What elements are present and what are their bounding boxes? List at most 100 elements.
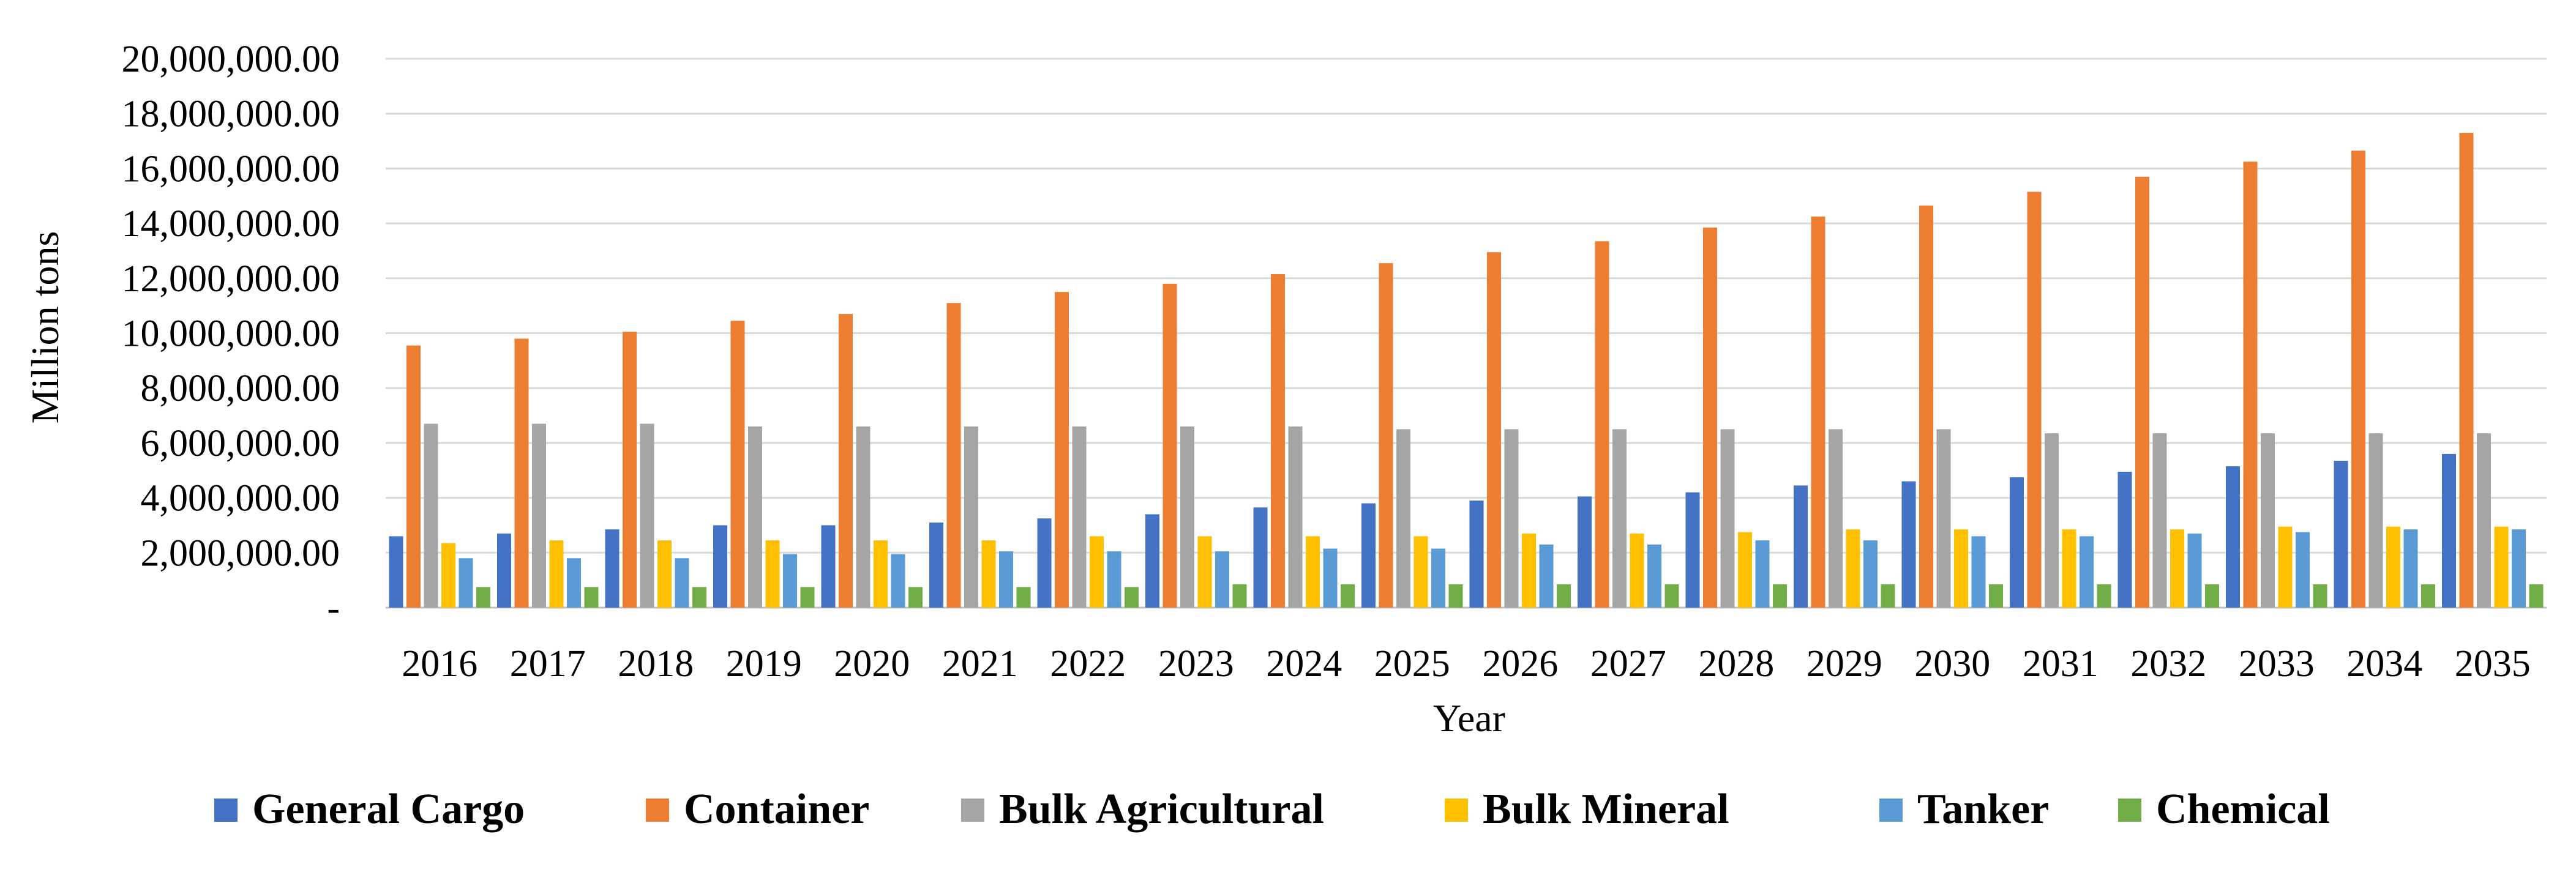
y-tick-label: 10,000,000.00 [122, 313, 340, 355]
bar-chemical [1881, 584, 1895, 608]
y-tick-label: 16,000,000.00 [122, 148, 340, 190]
bar-chemical [2421, 584, 2435, 608]
bar-chemical [1232, 584, 1247, 608]
bar-container [2351, 151, 2365, 608]
bar-general-cargo [1361, 503, 1376, 608]
x-tick-label: 2018 [618, 643, 694, 685]
bar-chemical [1125, 587, 1139, 608]
bar-bulk-mineral [1306, 536, 1320, 608]
bar-bulk-agricultural [640, 423, 654, 608]
legend-swatch [646, 799, 669, 822]
y-tick-label: 18,000,000.00 [122, 94, 340, 135]
bar-container [2243, 162, 2258, 608]
bar-general-cargo [1794, 485, 1808, 608]
bar-chemical [800, 587, 815, 608]
legend-swatch [1445, 799, 1468, 822]
x-tick-label: 2029 [1807, 643, 1882, 685]
bar-bulk-agricultural [1936, 429, 1951, 608]
bar-chemical [1341, 584, 1355, 608]
legend-label: General Cargo [252, 786, 525, 833]
bar-general-cargo [1037, 518, 1052, 608]
bars [389, 133, 2544, 608]
bar-bulk-agricultural [1829, 429, 1843, 608]
bar-general-cargo [1145, 514, 1159, 608]
bar-chemical [476, 587, 490, 608]
bar-container [730, 321, 745, 608]
x-tick-label: 2020 [834, 643, 910, 685]
bar-chemical [1773, 584, 1787, 608]
bar-tanker [1107, 551, 1121, 608]
x-tick-label: 2025 [1374, 643, 1450, 685]
x-tick-label: 2035 [2455, 643, 2531, 685]
bar-tanker [2296, 532, 2310, 608]
bar-bulk-mineral [657, 540, 672, 608]
bar-chemical [2313, 584, 2327, 608]
bar-container [2135, 176, 2149, 608]
bar-bulk-mineral [1630, 533, 1644, 608]
legend-swatch [2118, 799, 2141, 822]
bar-container [946, 303, 961, 608]
bar-general-cargo [2442, 453, 2456, 608]
bar-general-cargo [2010, 477, 2024, 608]
bar-tanker [2403, 529, 2418, 608]
legend-label: Bulk Agricultural [999, 786, 1324, 833]
x-tick-label: 2019 [726, 643, 802, 685]
bar-general-cargo [821, 525, 836, 608]
x-tick-label: 2032 [2130, 643, 2206, 685]
x-tick-label: 2026 [1482, 643, 1558, 685]
bar-tanker [2187, 533, 2202, 608]
bar-bulk-mineral [1413, 536, 1428, 608]
bar-bulk-mineral [2386, 526, 2400, 608]
bar-container [406, 345, 421, 608]
bar-bulk-mineral [874, 540, 888, 608]
y-tick-label: 20,000,000.00 [122, 39, 340, 80]
legend-label: Tanker [1917, 786, 2049, 833]
bar-bulk-mineral [1738, 532, 1752, 608]
y-tick-label: 14,000,000.00 [122, 203, 340, 245]
bar-bulk-agricultural [1504, 429, 1519, 608]
bar-tanker [1215, 551, 1229, 608]
bar-bulk-agricultural [748, 426, 762, 608]
bar-general-cargo [2226, 466, 2240, 608]
bar-bulk-mineral [765, 540, 780, 608]
bar-general-cargo [605, 529, 620, 608]
x-tick-label: 2021 [942, 643, 1018, 685]
bar-tanker [2512, 529, 2526, 608]
bar-tanker [1431, 548, 1445, 608]
bar-container [2027, 192, 2042, 608]
y-tick-label: 2,000,000.00 [141, 532, 340, 574]
bar-general-cargo [1578, 496, 1592, 608]
bar-bulk-mineral [2494, 526, 2509, 608]
bar-general-cargo [1469, 501, 1484, 608]
bar-bulk-agricultural [1612, 429, 1627, 608]
x-tick-label: 2022 [1050, 643, 1126, 685]
bar-bulk-mineral [1090, 536, 1104, 608]
y-tick-label: 8,000,000.00 [141, 368, 340, 409]
bar-general-cargo [929, 522, 943, 608]
bar-tanker [1863, 540, 1878, 608]
bar-tanker [891, 554, 905, 608]
legend-label: Chemical [2156, 786, 2330, 833]
bar-container [514, 338, 529, 608]
x-tick-label: 2028 [1698, 643, 1774, 685]
bar-chemical [1989, 584, 2003, 608]
y-tick-label: 6,000,000.00 [141, 423, 340, 464]
bar-container [1811, 216, 1825, 608]
bar-container [623, 332, 637, 608]
bar-bulk-mineral [981, 540, 996, 608]
bar-bulk-agricultural [1180, 426, 1194, 608]
bar-bulk-agricultural [856, 426, 871, 608]
x-tick-label: 2031 [2023, 643, 2099, 685]
bar-container [1595, 241, 1609, 608]
bar-tanker [1539, 544, 1554, 608]
x-axis-title: Year [1433, 696, 1505, 740]
bar-bulk-agricultural [532, 423, 546, 608]
bar-general-cargo [497, 533, 511, 608]
legend-swatch [214, 799, 238, 822]
bar-bulk-mineral [1522, 533, 1536, 608]
bar-chemical [2529, 584, 2544, 608]
x-tick-label: 2033 [2239, 643, 2315, 685]
bar-general-cargo [389, 536, 403, 608]
bar-container [1487, 252, 1501, 608]
